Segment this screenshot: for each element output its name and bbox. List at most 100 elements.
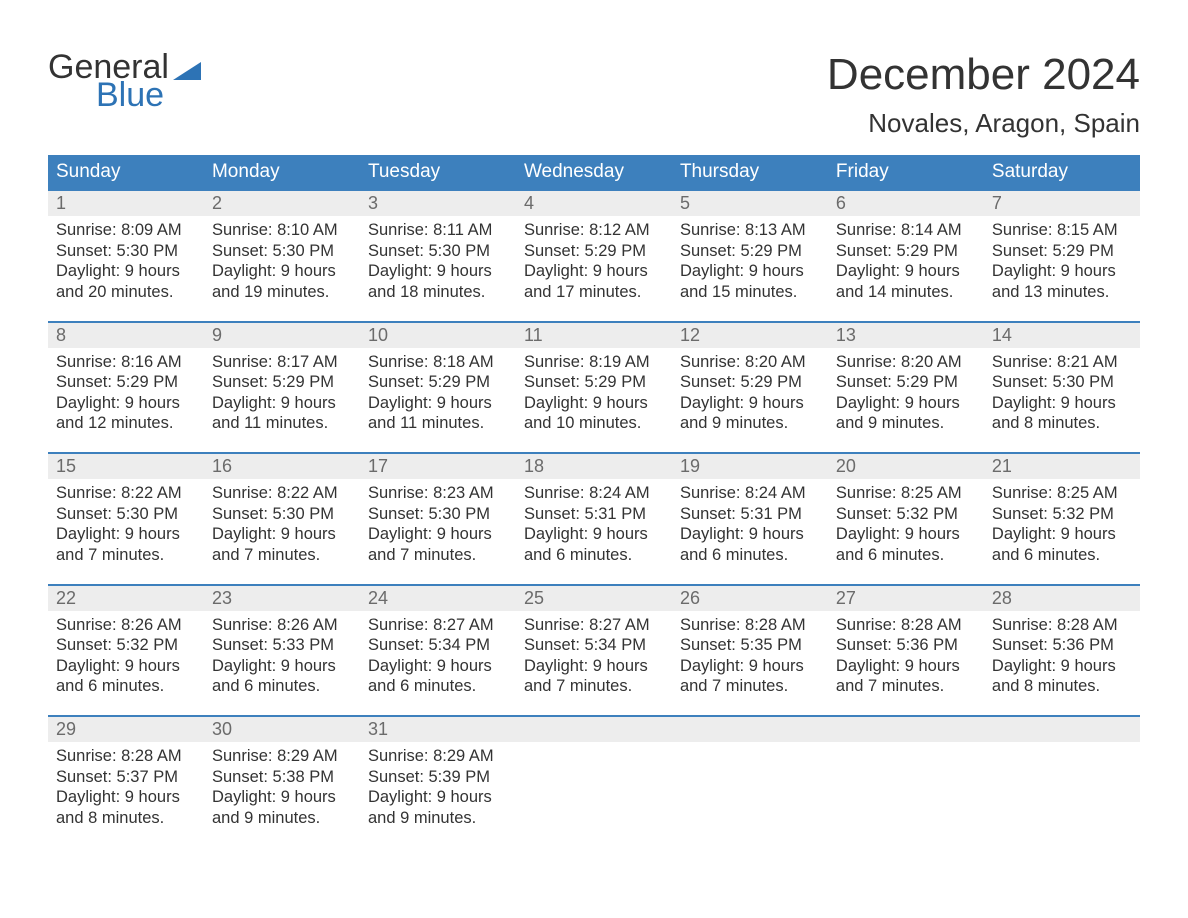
day-number-cell: 13 bbox=[828, 322, 984, 348]
weekday-header: Thursday bbox=[672, 155, 828, 190]
day-number-cell: 14 bbox=[984, 322, 1140, 348]
sunset-text: Sunset: 5:32 PM bbox=[836, 504, 976, 525]
sunset-text: Sunset: 5:29 PM bbox=[992, 241, 1132, 262]
d1-text: Daylight: 9 hours bbox=[836, 261, 976, 282]
day-number-cell: 12 bbox=[672, 322, 828, 348]
sunrise-text: Sunrise: 8:20 AM bbox=[680, 352, 820, 373]
sunrise-text: Sunrise: 8:24 AM bbox=[680, 483, 820, 504]
d1-text: Daylight: 9 hours bbox=[56, 656, 196, 677]
sunrise-text: Sunrise: 8:14 AM bbox=[836, 220, 976, 241]
weekday-header: Monday bbox=[204, 155, 360, 190]
day-body-cell: Sunrise: 8:28 AMSunset: 5:37 PMDaylight:… bbox=[48, 742, 204, 847]
d1-text: Daylight: 9 hours bbox=[680, 393, 820, 414]
sunset-text: Sunset: 5:31 PM bbox=[680, 504, 820, 525]
day-number-cell: 23 bbox=[204, 585, 360, 611]
sunset-text: Sunset: 5:30 PM bbox=[992, 372, 1132, 393]
day-number-cell: 28 bbox=[984, 585, 1140, 611]
day-body-cell: Sunrise: 8:24 AMSunset: 5:31 PMDaylight:… bbox=[516, 479, 672, 585]
d2-text: and 6 minutes. bbox=[524, 545, 664, 566]
sunset-text: Sunset: 5:38 PM bbox=[212, 767, 352, 788]
d1-text: Daylight: 9 hours bbox=[524, 656, 664, 677]
day-number-cell: 7 bbox=[984, 190, 1140, 216]
location: Novales, Aragon, Spain bbox=[827, 108, 1140, 139]
day-body-cell: Sunrise: 8:16 AMSunset: 5:29 PMDaylight:… bbox=[48, 348, 204, 454]
d2-text: and 8 minutes. bbox=[992, 413, 1132, 434]
day-number-cell bbox=[516, 716, 672, 742]
sunrise-text: Sunrise: 8:12 AM bbox=[524, 220, 664, 241]
d2-text: and 9 minutes. bbox=[836, 413, 976, 434]
day-body-cell: Sunrise: 8:24 AMSunset: 5:31 PMDaylight:… bbox=[672, 479, 828, 585]
d2-text: and 7 minutes. bbox=[56, 545, 196, 566]
d2-text: and 13 minutes. bbox=[992, 282, 1132, 303]
day-number-cell: 6 bbox=[828, 190, 984, 216]
day-body-cell: Sunrise: 8:22 AMSunset: 5:30 PMDaylight:… bbox=[48, 479, 204, 585]
weekday-header: Tuesday bbox=[360, 155, 516, 190]
day-number-cell: 2 bbox=[204, 190, 360, 216]
title-block: December 2024 Novales, Aragon, Spain bbox=[827, 50, 1140, 139]
sunrise-text: Sunrise: 8:15 AM bbox=[992, 220, 1132, 241]
day-number-cell: 22 bbox=[48, 585, 204, 611]
d1-text: Daylight: 9 hours bbox=[836, 656, 976, 677]
sunset-text: Sunset: 5:29 PM bbox=[56, 372, 196, 393]
d2-text: and 6 minutes. bbox=[368, 676, 508, 697]
calendar-table: Sunday Monday Tuesday Wednesday Thursday… bbox=[48, 155, 1140, 847]
d2-text: and 6 minutes. bbox=[992, 545, 1132, 566]
sunrise-text: Sunrise: 8:16 AM bbox=[56, 352, 196, 373]
d1-text: Daylight: 9 hours bbox=[680, 261, 820, 282]
d1-text: Daylight: 9 hours bbox=[992, 261, 1132, 282]
sunset-text: Sunset: 5:33 PM bbox=[212, 635, 352, 656]
day-number-row: 15161718192021 bbox=[48, 453, 1140, 479]
sunrise-text: Sunrise: 8:27 AM bbox=[368, 615, 508, 636]
day-body-cell bbox=[516, 742, 672, 847]
sunset-text: Sunset: 5:30 PM bbox=[368, 504, 508, 525]
logo-text-blue: Blue bbox=[96, 78, 201, 112]
d1-text: Daylight: 9 hours bbox=[524, 524, 664, 545]
d2-text: and 7 minutes. bbox=[524, 676, 664, 697]
d1-text: Daylight: 9 hours bbox=[368, 393, 508, 414]
sunset-text: Sunset: 5:29 PM bbox=[680, 372, 820, 393]
weekday-header: Sunday bbox=[48, 155, 204, 190]
d1-text: Daylight: 9 hours bbox=[368, 524, 508, 545]
sunset-text: Sunset: 5:30 PM bbox=[56, 241, 196, 262]
day-body-cell: Sunrise: 8:15 AMSunset: 5:29 PMDaylight:… bbox=[984, 216, 1140, 322]
day-body-cell: Sunrise: 8:28 AMSunset: 5:36 PMDaylight:… bbox=[984, 611, 1140, 717]
d2-text: and 9 minutes. bbox=[212, 808, 352, 829]
day-body-cell bbox=[984, 742, 1140, 847]
d2-text: and 10 minutes. bbox=[524, 413, 664, 434]
day-number-cell: 17 bbox=[360, 453, 516, 479]
sunrise-text: Sunrise: 8:25 AM bbox=[836, 483, 976, 504]
d2-text: and 6 minutes. bbox=[680, 545, 820, 566]
d1-text: Daylight: 9 hours bbox=[368, 787, 508, 808]
d1-text: Daylight: 9 hours bbox=[680, 656, 820, 677]
day-number-cell: 18 bbox=[516, 453, 672, 479]
day-body-cell: Sunrise: 8:25 AMSunset: 5:32 PMDaylight:… bbox=[984, 479, 1140, 585]
day-body-row: Sunrise: 8:26 AMSunset: 5:32 PMDaylight:… bbox=[48, 611, 1140, 717]
d2-text: and 14 minutes. bbox=[836, 282, 976, 303]
sunset-text: Sunset: 5:29 PM bbox=[524, 372, 664, 393]
sunset-text: Sunset: 5:29 PM bbox=[680, 241, 820, 262]
d2-text: and 19 minutes. bbox=[212, 282, 352, 303]
sunrise-text: Sunrise: 8:10 AM bbox=[212, 220, 352, 241]
day-number-cell: 16 bbox=[204, 453, 360, 479]
d2-text: and 11 minutes. bbox=[368, 413, 508, 434]
sunset-text: Sunset: 5:32 PM bbox=[992, 504, 1132, 525]
sunrise-text: Sunrise: 8:28 AM bbox=[680, 615, 820, 636]
day-body-cell: Sunrise: 8:19 AMSunset: 5:29 PMDaylight:… bbox=[516, 348, 672, 454]
day-number-row: 891011121314 bbox=[48, 322, 1140, 348]
d1-text: Daylight: 9 hours bbox=[836, 393, 976, 414]
d2-text: and 7 minutes. bbox=[368, 545, 508, 566]
sunset-text: Sunset: 5:39 PM bbox=[368, 767, 508, 788]
d1-text: Daylight: 9 hours bbox=[56, 524, 196, 545]
page-title: December 2024 bbox=[827, 50, 1140, 100]
d2-text: and 9 minutes. bbox=[680, 413, 820, 434]
day-number-cell: 9 bbox=[204, 322, 360, 348]
day-body-cell bbox=[672, 742, 828, 847]
day-number-cell bbox=[672, 716, 828, 742]
day-body-cell: Sunrise: 8:21 AMSunset: 5:30 PMDaylight:… bbox=[984, 348, 1140, 454]
day-body-cell: Sunrise: 8:17 AMSunset: 5:29 PMDaylight:… bbox=[204, 348, 360, 454]
d1-text: Daylight: 9 hours bbox=[212, 261, 352, 282]
sunrise-text: Sunrise: 8:22 AM bbox=[56, 483, 196, 504]
sunrise-text: Sunrise: 8:13 AM bbox=[680, 220, 820, 241]
day-number-cell: 4 bbox=[516, 190, 672, 216]
day-body-cell: Sunrise: 8:22 AMSunset: 5:30 PMDaylight:… bbox=[204, 479, 360, 585]
